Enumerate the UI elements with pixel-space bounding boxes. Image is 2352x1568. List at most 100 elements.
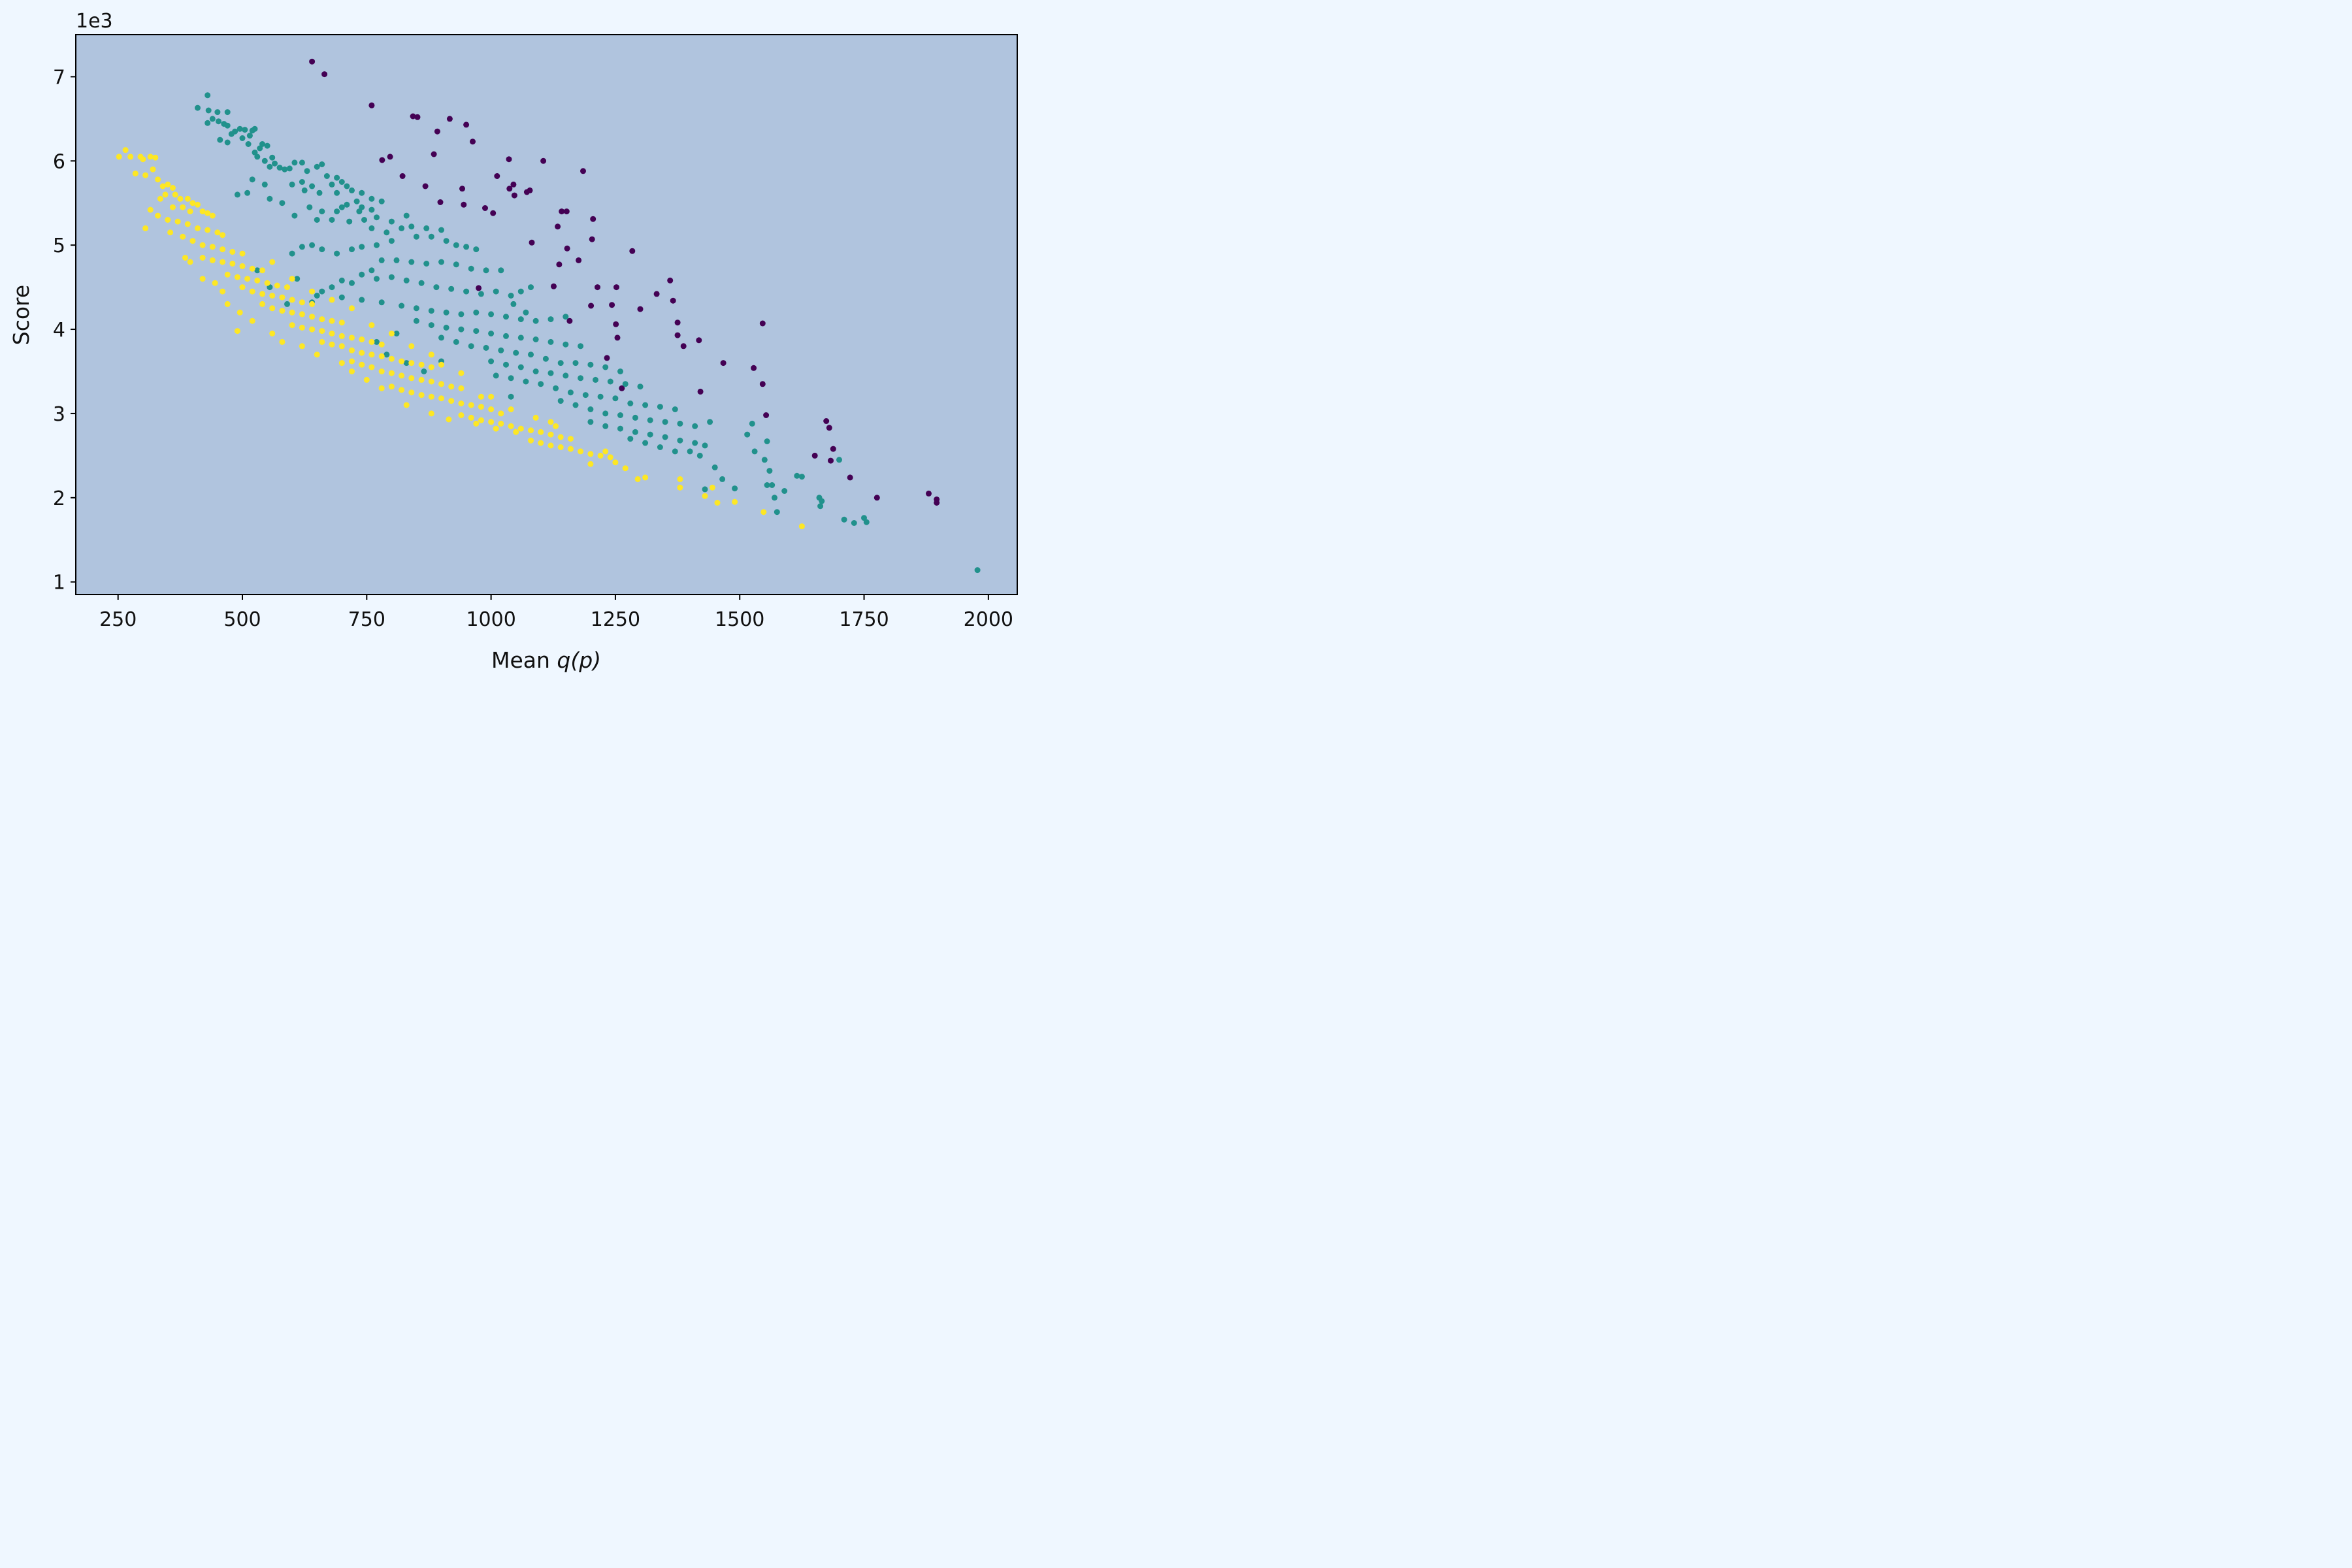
data-point	[393, 257, 400, 263]
data-point	[122, 147, 129, 154]
data-point	[264, 280, 270, 286]
data-point	[478, 404, 484, 410]
data-point	[329, 297, 335, 303]
data-point	[428, 233, 434, 240]
data-point	[434, 128, 440, 135]
data-point	[547, 338, 554, 345]
data-point	[760, 509, 767, 515]
data-point	[619, 385, 625, 391]
data-point	[749, 420, 755, 427]
data-point	[826, 425, 832, 431]
x-axis-label-math: q(p)	[557, 647, 601, 673]
data-point	[361, 217, 367, 223]
data-point	[224, 109, 231, 116]
data-point	[443, 325, 449, 331]
data-point	[617, 412, 623, 418]
data-point	[483, 344, 489, 351]
data-point	[463, 288, 470, 295]
data-point	[609, 302, 615, 308]
data-point	[316, 189, 323, 196]
data-point	[557, 434, 564, 440]
data-point	[692, 423, 698, 429]
data-point	[356, 208, 363, 215]
data-point	[319, 161, 325, 167]
data-point	[488, 419, 495, 425]
y-tick-label: 4	[53, 319, 65, 342]
data-point	[319, 328, 325, 335]
data-point	[204, 227, 211, 233]
data-point	[329, 284, 335, 291]
data-point	[766, 468, 773, 474]
data-point	[217, 137, 223, 143]
data-point	[167, 229, 174, 236]
data-point	[637, 384, 644, 390]
data-point	[338, 179, 345, 185]
data-point	[289, 297, 295, 303]
data-point	[761, 457, 768, 463]
data-point	[702, 486, 708, 493]
x-tick-label: 1000	[466, 608, 515, 631]
data-point	[617, 368, 623, 374]
data-point	[576, 257, 582, 263]
data-point	[379, 157, 385, 163]
data-point	[473, 328, 480, 335]
data-point	[503, 361, 509, 368]
data-point	[359, 271, 365, 278]
data-point	[513, 350, 519, 356]
data-point	[828, 457, 834, 464]
data-point	[589, 236, 595, 242]
data-point	[587, 419, 594, 425]
data-point	[299, 159, 305, 166]
data-point	[306, 204, 313, 210]
data-point	[279, 200, 286, 206]
data-point	[408, 360, 415, 367]
data-point	[503, 333, 509, 339]
data-point	[418, 376, 425, 383]
y-tick-label: 5	[53, 235, 65, 257]
data-point	[751, 448, 758, 455]
data-point	[819, 498, 825, 504]
data-point	[388, 218, 395, 225]
data-point	[511, 192, 517, 199]
data-point	[692, 440, 698, 446]
data-point	[399, 225, 405, 231]
data-point	[378, 257, 385, 263]
data-point	[861, 515, 867, 521]
data-point	[184, 221, 191, 227]
data-point	[329, 341, 335, 348]
data-point	[446, 116, 453, 122]
data-point	[413, 305, 419, 312]
data-point	[267, 195, 273, 202]
data-point	[244, 189, 251, 196]
data-point	[279, 308, 286, 314]
data-point	[334, 174, 340, 181]
data-point	[632, 429, 638, 435]
data-point	[622, 381, 629, 387]
data-point	[224, 301, 231, 307]
data-point	[234, 328, 240, 335]
data-point	[234, 274, 240, 280]
data-point	[613, 284, 619, 291]
data-point	[259, 141, 265, 147]
data-point	[368, 102, 375, 108]
data-point	[299, 311, 305, 318]
data-point	[289, 250, 295, 257]
data-point	[557, 444, 564, 450]
x-tick-label: 1750	[839, 608, 889, 631]
data-point	[388, 370, 395, 376]
data-point	[329, 181, 335, 188]
data-point	[142, 172, 149, 178]
data-point	[463, 122, 470, 128]
data-point	[926, 490, 932, 497]
data-point	[289, 309, 295, 316]
data-point	[249, 265, 255, 272]
data-point	[547, 370, 554, 376]
data-point	[517, 335, 524, 341]
data-point	[269, 305, 276, 312]
data-point	[617, 425, 623, 432]
data-point	[359, 244, 365, 250]
data-point	[279, 294, 286, 301]
data-point	[557, 360, 564, 367]
data-point	[732, 485, 738, 492]
data-point	[189, 200, 196, 206]
